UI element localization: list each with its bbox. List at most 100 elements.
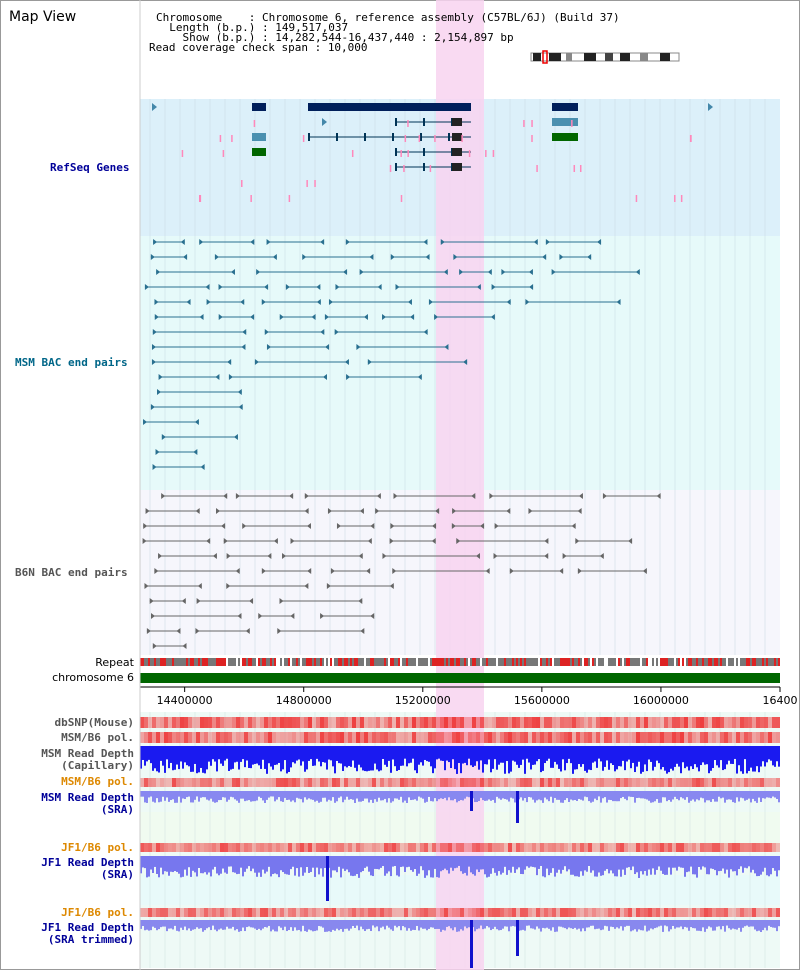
dbsnp-label[interactable]: dbSNP(Mouse)	[54, 716, 134, 729]
depth-bar	[512, 746, 514, 761]
depth-bar	[440, 856, 442, 872]
depth-bar	[300, 746, 302, 766]
jf1-read-depth-sra-label[interactable]: JF1 Read Depth (SRA)	[41, 856, 134, 881]
heat-cell	[740, 778, 744, 787]
heat-cell	[680, 908, 684, 917]
heat-cell	[496, 908, 500, 917]
depth-bar	[414, 856, 416, 870]
depth-bar	[732, 920, 734, 929]
heat-cell	[636, 908, 640, 917]
end-pair-arrow	[528, 269, 533, 275]
depth-bar	[194, 856, 196, 873]
depth-bar	[434, 920, 436, 930]
msm-b6-pol-label-1[interactable]: MSM/B6 pol.	[61, 731, 134, 744]
heat-cell	[312, 717, 316, 728]
depth-bar	[482, 746, 484, 773]
depth-bar	[182, 856, 184, 877]
msm-bac-end-pairs-label[interactable]: MSM BAC end pairs	[15, 356, 128, 369]
msm-read-depth-capillary-label[interactable]: MSM Read Depth (Capillary)	[41, 747, 134, 772]
depth-bar	[392, 791, 394, 802]
heat-cell	[432, 732, 436, 743]
depth-bar	[554, 920, 556, 932]
depth-bar	[722, 856, 724, 869]
heat-cell	[708, 908, 712, 917]
end-pair-arrow	[154, 568, 159, 574]
refseq-genes-label[interactable]: RefSeq Genes	[50, 161, 130, 174]
depth-bar	[186, 791, 188, 798]
chromosome-info: Chromosome : Chromosome 6, reference ass…	[156, 11, 620, 24]
repeat-segment	[450, 658, 452, 666]
depth-bar	[750, 791, 752, 803]
depth-bar	[274, 791, 276, 802]
jf1-b6-pol-label-1[interactable]: JF1/B6 pol.	[61, 841, 134, 854]
depth-bar	[286, 791, 288, 800]
depth-bar	[760, 746, 762, 767]
heat-cell	[228, 717, 232, 728]
depth-bar	[728, 746, 730, 761]
depth-bar	[310, 856, 312, 872]
jf1-read-depth-trimmed-label[interactable]: JF1 Read Depth (SRA trimmed)	[41, 921, 134, 946]
heat-cell	[724, 717, 728, 728]
jf1-b6-pol-label-2[interactable]: JF1/B6 pol.	[61, 906, 134, 919]
depth-bar	[390, 856, 392, 877]
depth-bar	[680, 791, 682, 798]
heat-cell	[664, 908, 668, 917]
depth-bar	[224, 746, 226, 761]
depth-bar	[608, 920, 610, 931]
msm-b6-pol-label-2[interactable]: MSM/B6 pol.	[61, 775, 134, 788]
heat-cell	[488, 717, 492, 728]
depth-bar	[384, 791, 386, 799]
depth-bar	[154, 920, 156, 928]
heat-cell	[700, 843, 704, 852]
depth-bar	[224, 856, 226, 873]
end-pair-arrow	[366, 568, 371, 574]
heat-cell	[284, 843, 288, 852]
heat-cell	[252, 717, 256, 728]
depth-bar	[634, 856, 636, 875]
depth-bar	[416, 746, 418, 774]
depth-bar	[160, 856, 162, 868]
depth-bar	[178, 746, 180, 770]
depth-bar	[330, 856, 332, 878]
heat-cell	[392, 732, 396, 743]
heat-cell	[164, 778, 168, 787]
repeat-segment	[726, 658, 728, 666]
b6n-bac-end-pairs-label[interactable]: B6N BAC end pairs	[15, 566, 128, 579]
heat-cell	[704, 778, 708, 787]
heat-cell	[500, 778, 504, 787]
depth-bar	[232, 920, 234, 927]
depth-bar	[278, 856, 280, 878]
heat-cell	[712, 732, 716, 743]
depth-bar	[290, 791, 292, 802]
depth-spike	[326, 856, 329, 901]
msm-read-depth-sra-label[interactable]: MSM Read Depth (SRA)	[41, 791, 134, 816]
depth-bar	[768, 746, 770, 760]
depth-bar	[484, 791, 486, 801]
depth-bar	[450, 856, 452, 868]
gene-tick	[404, 135, 407, 142]
heat-cell	[292, 778, 296, 787]
heat-cell	[292, 908, 296, 917]
heat-cell	[372, 717, 376, 728]
heat-cell	[616, 778, 620, 787]
heat-cell	[772, 908, 776, 917]
depth-bar	[736, 791, 738, 798]
depth-bar	[516, 856, 518, 870]
gene-block	[552, 118, 578, 126]
heat-cell	[172, 908, 176, 917]
depth-bar	[260, 920, 262, 931]
heat-cell	[340, 778, 344, 787]
end-pair-arrow	[453, 254, 458, 260]
heat-cell	[632, 778, 636, 787]
depth-bar	[490, 856, 492, 874]
heat-cell	[372, 843, 376, 852]
heat-cell	[740, 717, 744, 728]
heat-cell	[180, 717, 184, 728]
depth-bar	[174, 856, 176, 872]
depth-bar	[718, 791, 720, 797]
depth-bar	[752, 791, 754, 799]
end-pair-arrow	[254, 359, 259, 365]
heat-cell	[728, 717, 732, 728]
heat-cell	[556, 778, 560, 787]
depth-bar	[238, 920, 240, 932]
